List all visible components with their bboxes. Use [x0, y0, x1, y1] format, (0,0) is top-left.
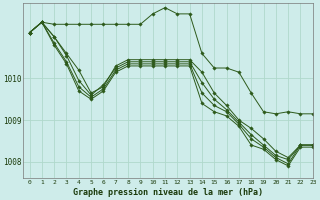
X-axis label: Graphe pression niveau de la mer (hPa): Graphe pression niveau de la mer (hPa) — [73, 188, 263, 197]
